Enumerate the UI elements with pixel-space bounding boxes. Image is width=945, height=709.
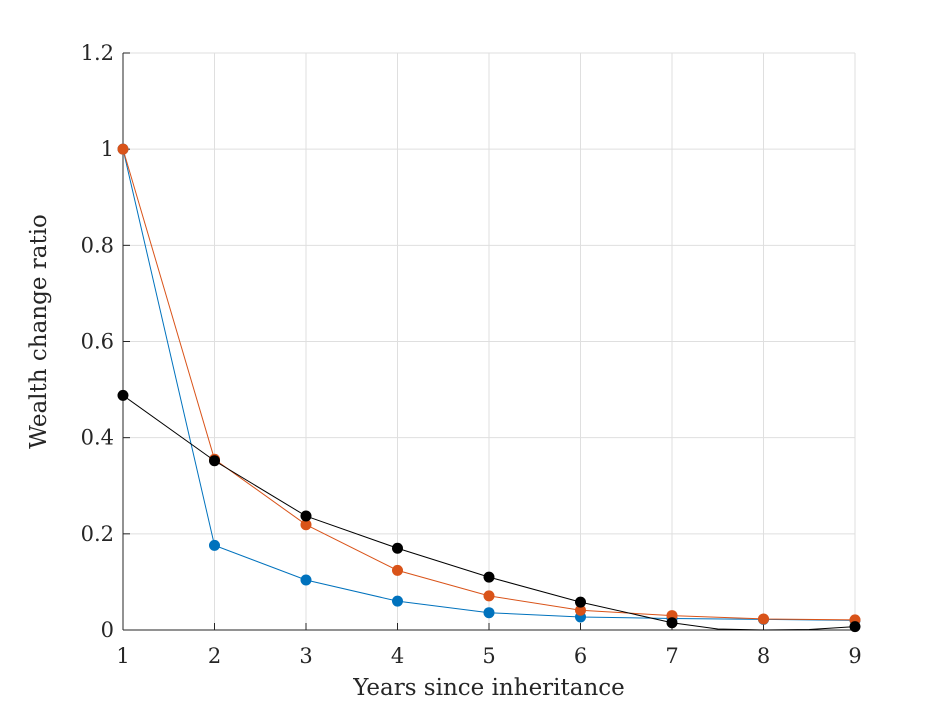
series-3-point <box>209 455 220 467</box>
series-2-point <box>392 564 403 576</box>
x-tick-label: 5 <box>482 644 495 668</box>
y-tick-label: 1 <box>101 137 114 161</box>
y-tick-label: 1.2 <box>81 41 114 65</box>
y-tick-label: 0.2 <box>81 522 114 546</box>
grid-lines <box>122 52 856 631</box>
series-3-point <box>575 596 586 608</box>
series-3-point <box>849 621 861 633</box>
x-tick-label: 8 <box>757 644 770 668</box>
series-3-point <box>483 571 495 583</box>
series-1-point <box>209 539 220 551</box>
x-tick-label: 3 <box>299 644 312 668</box>
series-3 <box>117 389 861 633</box>
x-tick-label: 1 <box>116 644 129 668</box>
series-2-point <box>300 519 312 531</box>
series-3-point <box>300 510 312 522</box>
series-3-point <box>117 389 129 401</box>
y-tick-label: 0.6 <box>81 330 114 354</box>
y-axis-title: Wealth change ratio <box>26 214 52 449</box>
y-tick-label: 0 <box>101 618 114 642</box>
x-tick-label: 4 <box>391 644 404 668</box>
x-axis-title: Years since inheritance <box>352 675 625 701</box>
series-2-point <box>483 590 495 602</box>
series-2 <box>117 143 861 626</box>
x-tick-label: 2 <box>208 644 221 668</box>
series-2-point <box>575 604 586 616</box>
series-1-point <box>300 574 312 586</box>
x-tick-label: 7 <box>665 644 678 668</box>
series-1-point <box>483 607 495 619</box>
series-3-point <box>392 542 403 554</box>
series-2-point <box>758 613 769 625</box>
series-3-point <box>666 617 678 629</box>
y-tick-label: 0.4 <box>81 426 114 450</box>
series-1-point <box>392 595 403 607</box>
y-tick-label: 0.8 <box>81 233 114 257</box>
tick-labels: 1 2 3 4 5 6 7 8 9 0 0.2 0.4 0.6 0.8 1 1.2 <box>81 41 862 668</box>
x-tick-label: 9 <box>848 644 861 668</box>
series-2-point <box>117 143 129 155</box>
x-tick-label: 6 <box>574 644 587 668</box>
series-group <box>117 143 861 633</box>
